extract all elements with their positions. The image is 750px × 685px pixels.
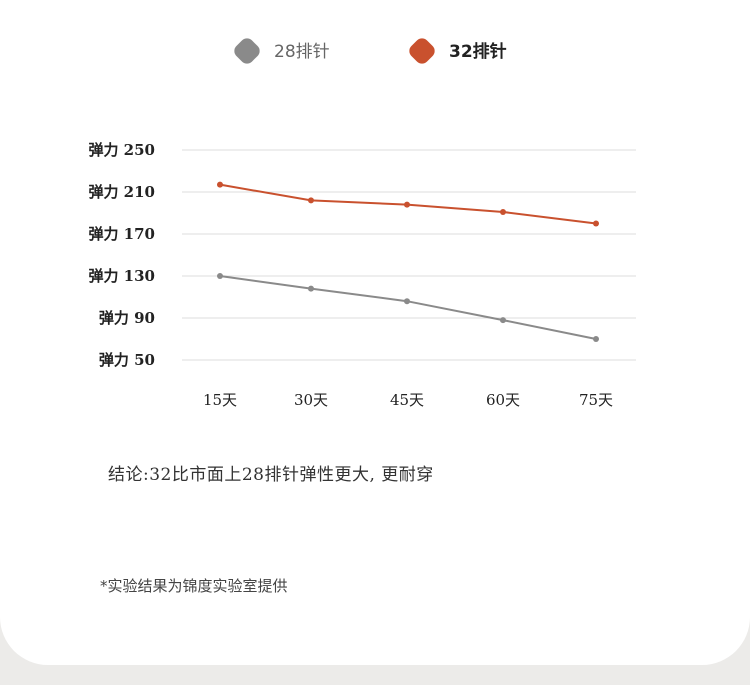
- data-point: [593, 336, 599, 342]
- data-point: [217, 181, 223, 188]
- x-tick-label: 45天: [390, 391, 424, 409]
- legend-label-2: 32排针: [449, 41, 507, 62]
- data-point: [217, 273, 223, 279]
- legend-label-1: 28排针: [274, 42, 330, 62]
- y-tick-label: 弹力 50: [99, 351, 155, 369]
- chart-gridlines: [182, 149, 636, 361]
- chart-legend: 28排针 32排针: [234, 38, 507, 64]
- data-point: [500, 317, 506, 324]
- x-tick-label: 60天: [486, 391, 520, 409]
- data-point: [308, 285, 314, 292]
- y-tick-label: 弹力 90: [99, 309, 155, 327]
- y-tick-label: 弹力 210: [88, 183, 155, 201]
- data-point: [308, 197, 314, 204]
- data-point: [404, 201, 410, 208]
- x-tick-label: 75天: [579, 391, 613, 409]
- conclusion-text: 结论:32比市面上28排针弹性更大, 更耐穿: [108, 465, 434, 485]
- data-point: [404, 298, 410, 305]
- y-tick-label: 弹力 170: [88, 225, 155, 243]
- x-axis-ticks: 15天 30天 45天 60天 75天: [203, 391, 613, 409]
- y-tick-label: 弹力 250: [88, 141, 155, 159]
- data-point: [593, 220, 599, 227]
- footnote-text: *实验结果为锦度实验室提供: [100, 577, 288, 595]
- content-card: 28排针 32排针 弹力 250 弹力 210 弹力 170 弹力 130 弹力 90 弹力…: [0, 0, 750, 665]
- series-line-1: [219, 275, 597, 340]
- legend-marker-1: [234, 38, 260, 64]
- x-tick-label: 30天: [294, 391, 328, 409]
- y-axis-ticks: 弹力 250 弹力 210 弹力 170 弹力 130 弹力 90 弹力 50: [88, 141, 155, 369]
- data-point: [500, 208, 506, 215]
- legend-marker-2: [409, 38, 435, 64]
- y-tick-label: 弹力 130: [88, 267, 155, 285]
- chart-series: [217, 181, 599, 342]
- x-tick-label: 15天: [203, 391, 237, 409]
